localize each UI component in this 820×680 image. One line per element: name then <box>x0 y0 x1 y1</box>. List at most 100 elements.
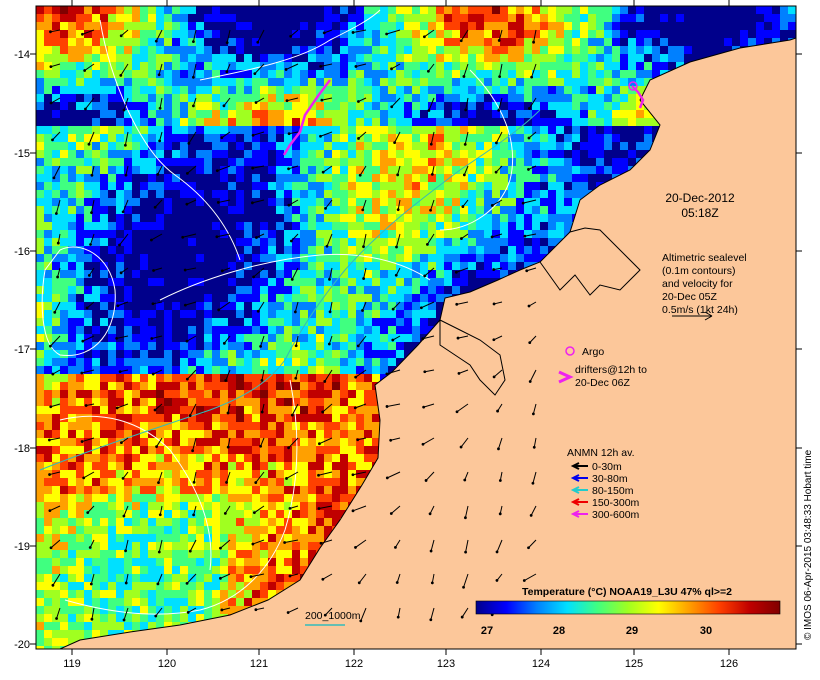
velocity-arrow <box>121 471 129 480</box>
velocity-arrow <box>255 233 265 239</box>
velocity-arrow <box>158 97 163 110</box>
velocity-arrow <box>490 199 503 207</box>
velocity-arrow <box>191 437 197 453</box>
velocity-arrow <box>530 63 537 79</box>
velocity-arrow <box>354 539 367 549</box>
velocity-arrow <box>497 437 503 451</box>
velocity-arrow <box>321 573 333 581</box>
velocity-arrow <box>351 29 367 34</box>
velocity-arrow <box>254 607 265 612</box>
velocity-arrow <box>423 369 435 374</box>
velocity-arrow <box>185 573 197 585</box>
lon-tick-label: 122 <box>345 658 363 670</box>
velocity-arrow <box>357 573 367 585</box>
velocity-arrow <box>361 199 367 212</box>
velocity-arrow <box>528 335 537 345</box>
velocity-arrow <box>89 573 95 586</box>
velocity-arrow <box>116 301 129 308</box>
velocity-arrow <box>49 335 61 348</box>
velocity-arrow <box>183 301 197 307</box>
velocity-arrow <box>321 165 333 174</box>
colorbar-gradient <box>475 600 781 615</box>
mooring-legend: ANMN 12h av. 0-30m30-80m80-150m150-300m3… <box>567 447 640 521</box>
lon-tick-label: 126 <box>720 658 738 670</box>
velocity-arrow <box>254 97 265 104</box>
velocity-arrow <box>464 539 469 554</box>
velocity-arrow <box>153 403 163 412</box>
velocity-arrow <box>186 607 197 614</box>
velocity-arrow <box>185 335 197 343</box>
map-frame <box>35 5 797 650</box>
velocity-arrow <box>328 267 333 281</box>
velocity-arrow <box>157 471 163 485</box>
velocity-arrow <box>47 437 61 442</box>
velocity-arrow <box>498 471 503 482</box>
velocity-arrow <box>226 403 231 415</box>
velocity-arrow <box>527 539 537 550</box>
velocity-arrow <box>354 63 367 68</box>
velocity-arrow <box>83 63 95 72</box>
velocity-arrow <box>463 131 469 146</box>
velocity-arrow <box>49 539 61 550</box>
velocity-arrow <box>319 63 333 68</box>
velocity-arrow <box>359 607 367 623</box>
velocity-arrow <box>251 539 265 546</box>
colorbar-tick-label: 29 <box>626 625 638 637</box>
velocity-arrow <box>390 97 401 109</box>
velocity-arrow <box>90 165 95 177</box>
mooring-legend-item: 30-80m <box>570 473 628 485</box>
velocity-arrow <box>154 607 163 618</box>
lat-tick-label: -20 <box>14 639 30 651</box>
velocity-arrow <box>423 267 435 278</box>
velocity-arrow <box>357 97 367 103</box>
velocity-arrow <box>151 369 163 376</box>
velocity-arrow <box>325 233 333 248</box>
velocity-arrow <box>158 505 163 517</box>
velocity-arrow <box>120 437 129 445</box>
mooring-legend-label: 300-600m <box>592 509 640 521</box>
velocity-arrow <box>256 29 265 44</box>
velocity-arrow <box>153 199 163 209</box>
velocity-arrow <box>462 573 469 589</box>
velocity-arrows <box>47 29 537 623</box>
velocity-arrow <box>396 165 401 177</box>
velocity-arrow <box>88 539 95 549</box>
velocity-arrow <box>122 97 129 112</box>
colorbar-tick-label: 28 <box>553 625 565 637</box>
velocity-arrow <box>219 573 231 580</box>
argo-legend-label: Argo <box>582 346 604 358</box>
velocity-arrow <box>324 199 333 210</box>
velocity-arrow <box>152 267 163 272</box>
velocity-arrow <box>424 471 435 482</box>
velocity-arrow <box>290 267 299 281</box>
velocity-arrow <box>522 573 537 582</box>
velocity-arrow <box>421 437 435 446</box>
mooring-legend-label: 30-80m <box>592 473 628 485</box>
velocity-arrow <box>90 607 95 621</box>
velocity-arrow <box>455 301 469 306</box>
velocity-arrow <box>395 233 401 249</box>
velocity-arrow <box>428 505 435 516</box>
velocity-arrow <box>219 539 231 550</box>
scale-arrow-icon <box>672 311 713 321</box>
mooring-legend-item: 150-300m <box>570 497 640 509</box>
velocity-arrow <box>118 233 129 247</box>
velocity-arrow <box>150 335 163 340</box>
velocity-arrow <box>358 165 367 177</box>
velocity-arrow <box>185 369 197 381</box>
lon-tick-label: 123 <box>437 658 455 670</box>
velocity-arrow <box>119 267 129 275</box>
velocity-arrow <box>490 233 503 239</box>
velocity-arrow <box>462 165 469 177</box>
velocity-arrow <box>80 437 95 443</box>
velocity-arrow <box>185 165 197 175</box>
velocity-arrow <box>115 335 129 340</box>
velocity-arrow <box>385 369 401 376</box>
velocity-arrow <box>90 199 95 215</box>
velocity-arrow <box>157 63 163 77</box>
velocity-arrow <box>429 539 435 553</box>
velocity-arrow <box>123 131 129 147</box>
velocity-arrow <box>426 233 435 246</box>
velocity-arrow <box>150 233 163 242</box>
velocity-arrow <box>527 301 537 308</box>
